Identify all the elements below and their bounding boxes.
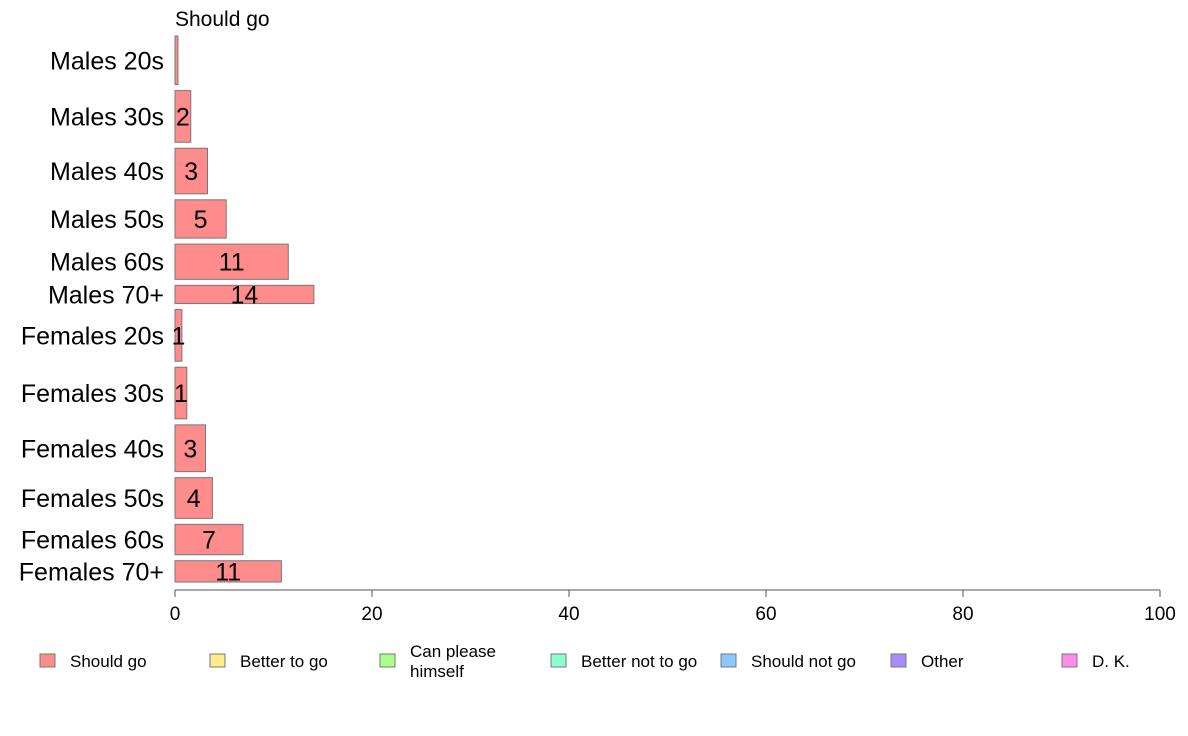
bar-value-label: 2 [176,103,190,131]
legend-swatch [209,653,226,668]
bars-group: Males 20s Males 30s 2 Males 40s 3 Males 50s 5 M… [19,35,315,586]
bar-value-label: 14 [231,281,259,309]
bar [174,147,209,195]
legend-label: Better to go [240,652,328,671]
x-tick-label: 40 [558,604,579,625]
bar [174,199,227,239]
category-label: Females 40s [21,435,164,463]
category-label: Females 60s [21,527,164,555]
legend-swatch [39,653,56,668]
bar [174,560,282,583]
category-label: Females 20s [21,322,164,350]
bar [174,477,213,519]
category-label: Males 70+ [48,281,164,309]
bar-value-label: 7 [202,527,216,555]
bar-value-label: 3 [184,158,198,186]
bar [174,284,315,305]
category-label: Females 50s [21,485,164,513]
x-tick-label: 60 [755,604,776,625]
bar-value-label: 1 [174,380,188,408]
bar-value-label: 3 [183,435,197,463]
category-label: Males 40s [50,158,164,186]
legend: Should go Better to go Can please himself Be… [39,642,1130,681]
category-label: Males 30s [50,103,164,131]
bar [174,309,183,362]
legend-swatch [379,653,396,668]
bar-value-label: 11 [215,558,241,586]
category-label: Males 50s [50,206,164,234]
legend-label: Can please himself [410,642,496,681]
x-tick-label: 100 [1144,604,1176,625]
x-axis: 0 20 40 60 80 100 [170,589,1176,625]
legend-label: Should not go [751,652,856,671]
legend-label: Should go [70,652,147,671]
bar-value-label: 1 [171,322,185,350]
bar [174,424,207,473]
legend-label: D. K. [1092,652,1130,671]
bar [174,243,289,280]
legend-swatch [1061,653,1078,668]
bar [174,523,244,556]
x-tick-label: 20 [361,604,382,625]
bar [174,90,192,143]
bar [174,35,179,86]
legend-swatch [550,653,567,668]
category-label: Females 30s [21,380,164,408]
legend-swatch [720,653,737,668]
category-label: Females 70+ [19,558,164,586]
bar [174,366,188,420]
bar-value-label: 5 [194,206,208,234]
series-title: Should go [175,8,270,31]
x-tick-label: 80 [952,604,973,625]
category-label: Males 60s [50,249,164,277]
category-label: Males 20s [50,47,164,75]
legend-swatch [890,653,907,668]
x-tick-label: 0 [170,604,181,625]
bar-value-label: 11 [219,249,245,277]
bar-value-label: 4 [187,485,201,513]
legend-label: Other [921,652,964,671]
legend-label: Better not to go [581,652,697,671]
